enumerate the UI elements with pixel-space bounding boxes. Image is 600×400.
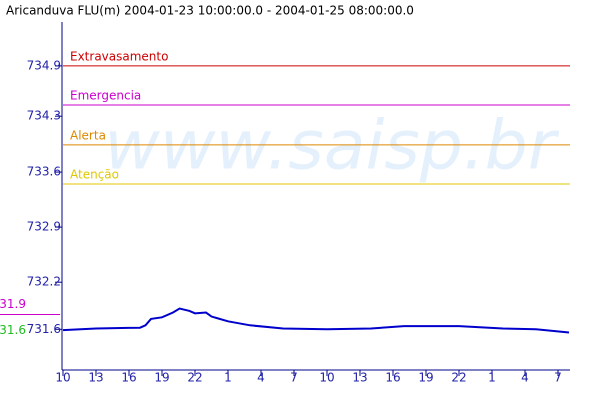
y-tick-label: 732.2 (27, 275, 61, 289)
threshold-label: Atenção (70, 168, 119, 182)
y-tick-label: 734.9 (27, 58, 61, 72)
data-line (62, 307, 570, 334)
marker-label: 31.6 (0, 323, 26, 337)
x-tick-label: 16 (385, 371, 400, 385)
threshold-label: Extravasamento (70, 49, 168, 63)
x-tick-label: 1 (224, 371, 232, 385)
threshold-label: Emergencia (70, 89, 141, 103)
x-tick-label: 4 (257, 371, 265, 385)
marker-label: 31.9 (0, 297, 26, 311)
x-tick-label: 13 (352, 371, 367, 385)
threshold-label: Alerta (70, 128, 106, 142)
x-tick-label: 7 (554, 371, 562, 385)
x-tick-label: 1 (488, 371, 496, 385)
x-tick-label: 22 (451, 371, 466, 385)
x-tick-label: 19 (418, 371, 433, 385)
x-tick-label: 10 (55, 371, 70, 385)
x-tick-label: 7 (290, 371, 298, 385)
x-tick-label: 10 (319, 371, 334, 385)
y-tick-label: 734.3 (27, 109, 61, 123)
y-tick-label: 731.6 (27, 322, 61, 336)
x-tick-label: 16 (121, 371, 136, 385)
y-tick-label: 733.6 (27, 165, 61, 179)
y-tick-label: 732.9 (27, 220, 61, 234)
chart-title: Aricanduva FLU(m) 2004-01-23 10:00:00.0 … (6, 4, 414, 18)
watermark: www.saisp.br (104, 107, 559, 186)
x-tick-label: 19 (154, 371, 169, 385)
x-tick-label: 4 (521, 371, 529, 385)
x-tick-label: 22 (187, 371, 202, 385)
x-tick-label: 13 (88, 371, 103, 385)
